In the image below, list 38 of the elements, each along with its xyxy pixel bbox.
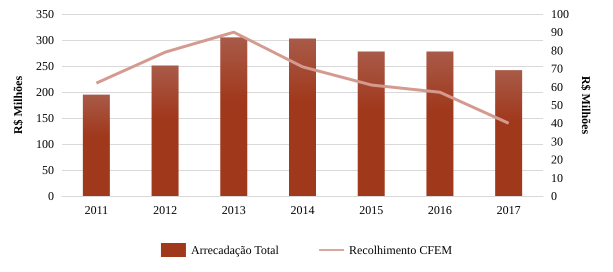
- y2-tick-label: 0: [551, 189, 557, 203]
- y2-tick-label: 10: [551, 170, 563, 185]
- bar: [82, 94, 110, 196]
- y-tick-label: 350: [36, 7, 54, 21]
- line-series: [94, 30, 510, 125]
- x-tick-label: 2016: [428, 203, 452, 217]
- x-tick-label: 2017: [496, 203, 521, 217]
- x-tick-label: 2013: [222, 203, 246, 217]
- legend-label: Recolhimento CFEM: [349, 243, 452, 257]
- bar: [152, 65, 179, 196]
- bar: [358, 51, 385, 196]
- y-tick-label: 150: [36, 111, 54, 125]
- y-tick-label: 0: [48, 189, 54, 203]
- y2-tick-label: 70: [551, 62, 563, 76]
- y-tick-label: 200: [36, 85, 54, 99]
- y-tick-label: 300: [36, 33, 54, 47]
- bar: [289, 38, 316, 196]
- y2-tick-label: 90: [551, 25, 563, 40]
- bar: [495, 70, 522, 196]
- y-tick-label: 100: [36, 137, 54, 151]
- y2-tick-label: 50: [551, 98, 563, 112]
- y2-tick-label: 80: [551, 43, 563, 58]
- y2-tick-label: 60: [551, 80, 563, 94]
- y2-tick-label: 100: [551, 7, 569, 21]
- y2-tick-label: 40: [551, 116, 563, 130]
- y-tick-label: 250: [36, 59, 54, 73]
- x-tick-label: 2011: [84, 203, 108, 217]
- bar: [426, 51, 454, 196]
- legend-label: Arrecadação Total: [190, 243, 280, 257]
- y2-tick-label: 20: [551, 152, 563, 167]
- y2-tick-label: 30: [551, 134, 563, 148]
- bar: [220, 37, 248, 196]
- x-tick-label: 2014: [290, 203, 314, 217]
- y-axis-title: R$ Milhões: [11, 76, 25, 134]
- x-tick-label: 2015: [359, 203, 384, 217]
- y2-axis-title: R$ Milhões: [578, 76, 593, 134]
- y-tick-label: 50: [42, 163, 54, 177]
- x-tick-label: 2012: [153, 203, 178, 217]
